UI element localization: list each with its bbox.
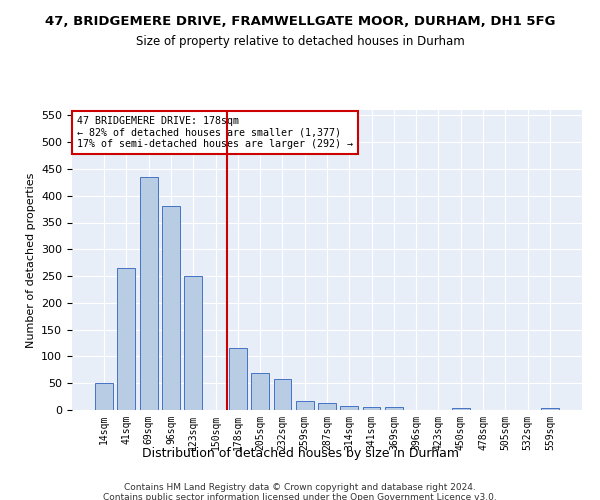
Text: Distribution of detached houses by size in Durham: Distribution of detached houses by size … <box>142 448 458 460</box>
Bar <box>541 408 559 410</box>
Bar <box>184 276 202 410</box>
Bar <box>95 383 113 410</box>
Text: Contains HM Land Registry data © Crown copyright and database right 2024.: Contains HM Land Registry data © Crown c… <box>124 482 476 492</box>
Text: 47, BRIDGEMERE DRIVE, FRAMWELLGATE MOOR, DURHAM, DH1 5FG: 47, BRIDGEMERE DRIVE, FRAMWELLGATE MOOR,… <box>45 15 555 28</box>
Text: Size of property relative to detached houses in Durham: Size of property relative to detached ho… <box>136 35 464 48</box>
Bar <box>385 408 403 410</box>
Bar <box>296 401 314 410</box>
Text: 47 BRIDGEMERE DRIVE: 178sqm
← 82% of detached houses are smaller (1,377)
17% of : 47 BRIDGEMERE DRIVE: 178sqm ← 82% of det… <box>77 116 353 149</box>
Bar <box>140 177 158 410</box>
Bar <box>340 406 358 410</box>
Bar <box>251 372 269 410</box>
Bar <box>362 408 380 410</box>
Bar <box>162 206 180 410</box>
Text: Contains public sector information licensed under the Open Government Licence v3: Contains public sector information licen… <box>103 492 497 500</box>
Y-axis label: Number of detached properties: Number of detached properties <box>26 172 35 348</box>
Bar <box>274 379 292 410</box>
Bar <box>229 348 247 410</box>
Bar <box>118 268 136 410</box>
Bar <box>452 408 470 410</box>
Bar <box>318 403 336 410</box>
